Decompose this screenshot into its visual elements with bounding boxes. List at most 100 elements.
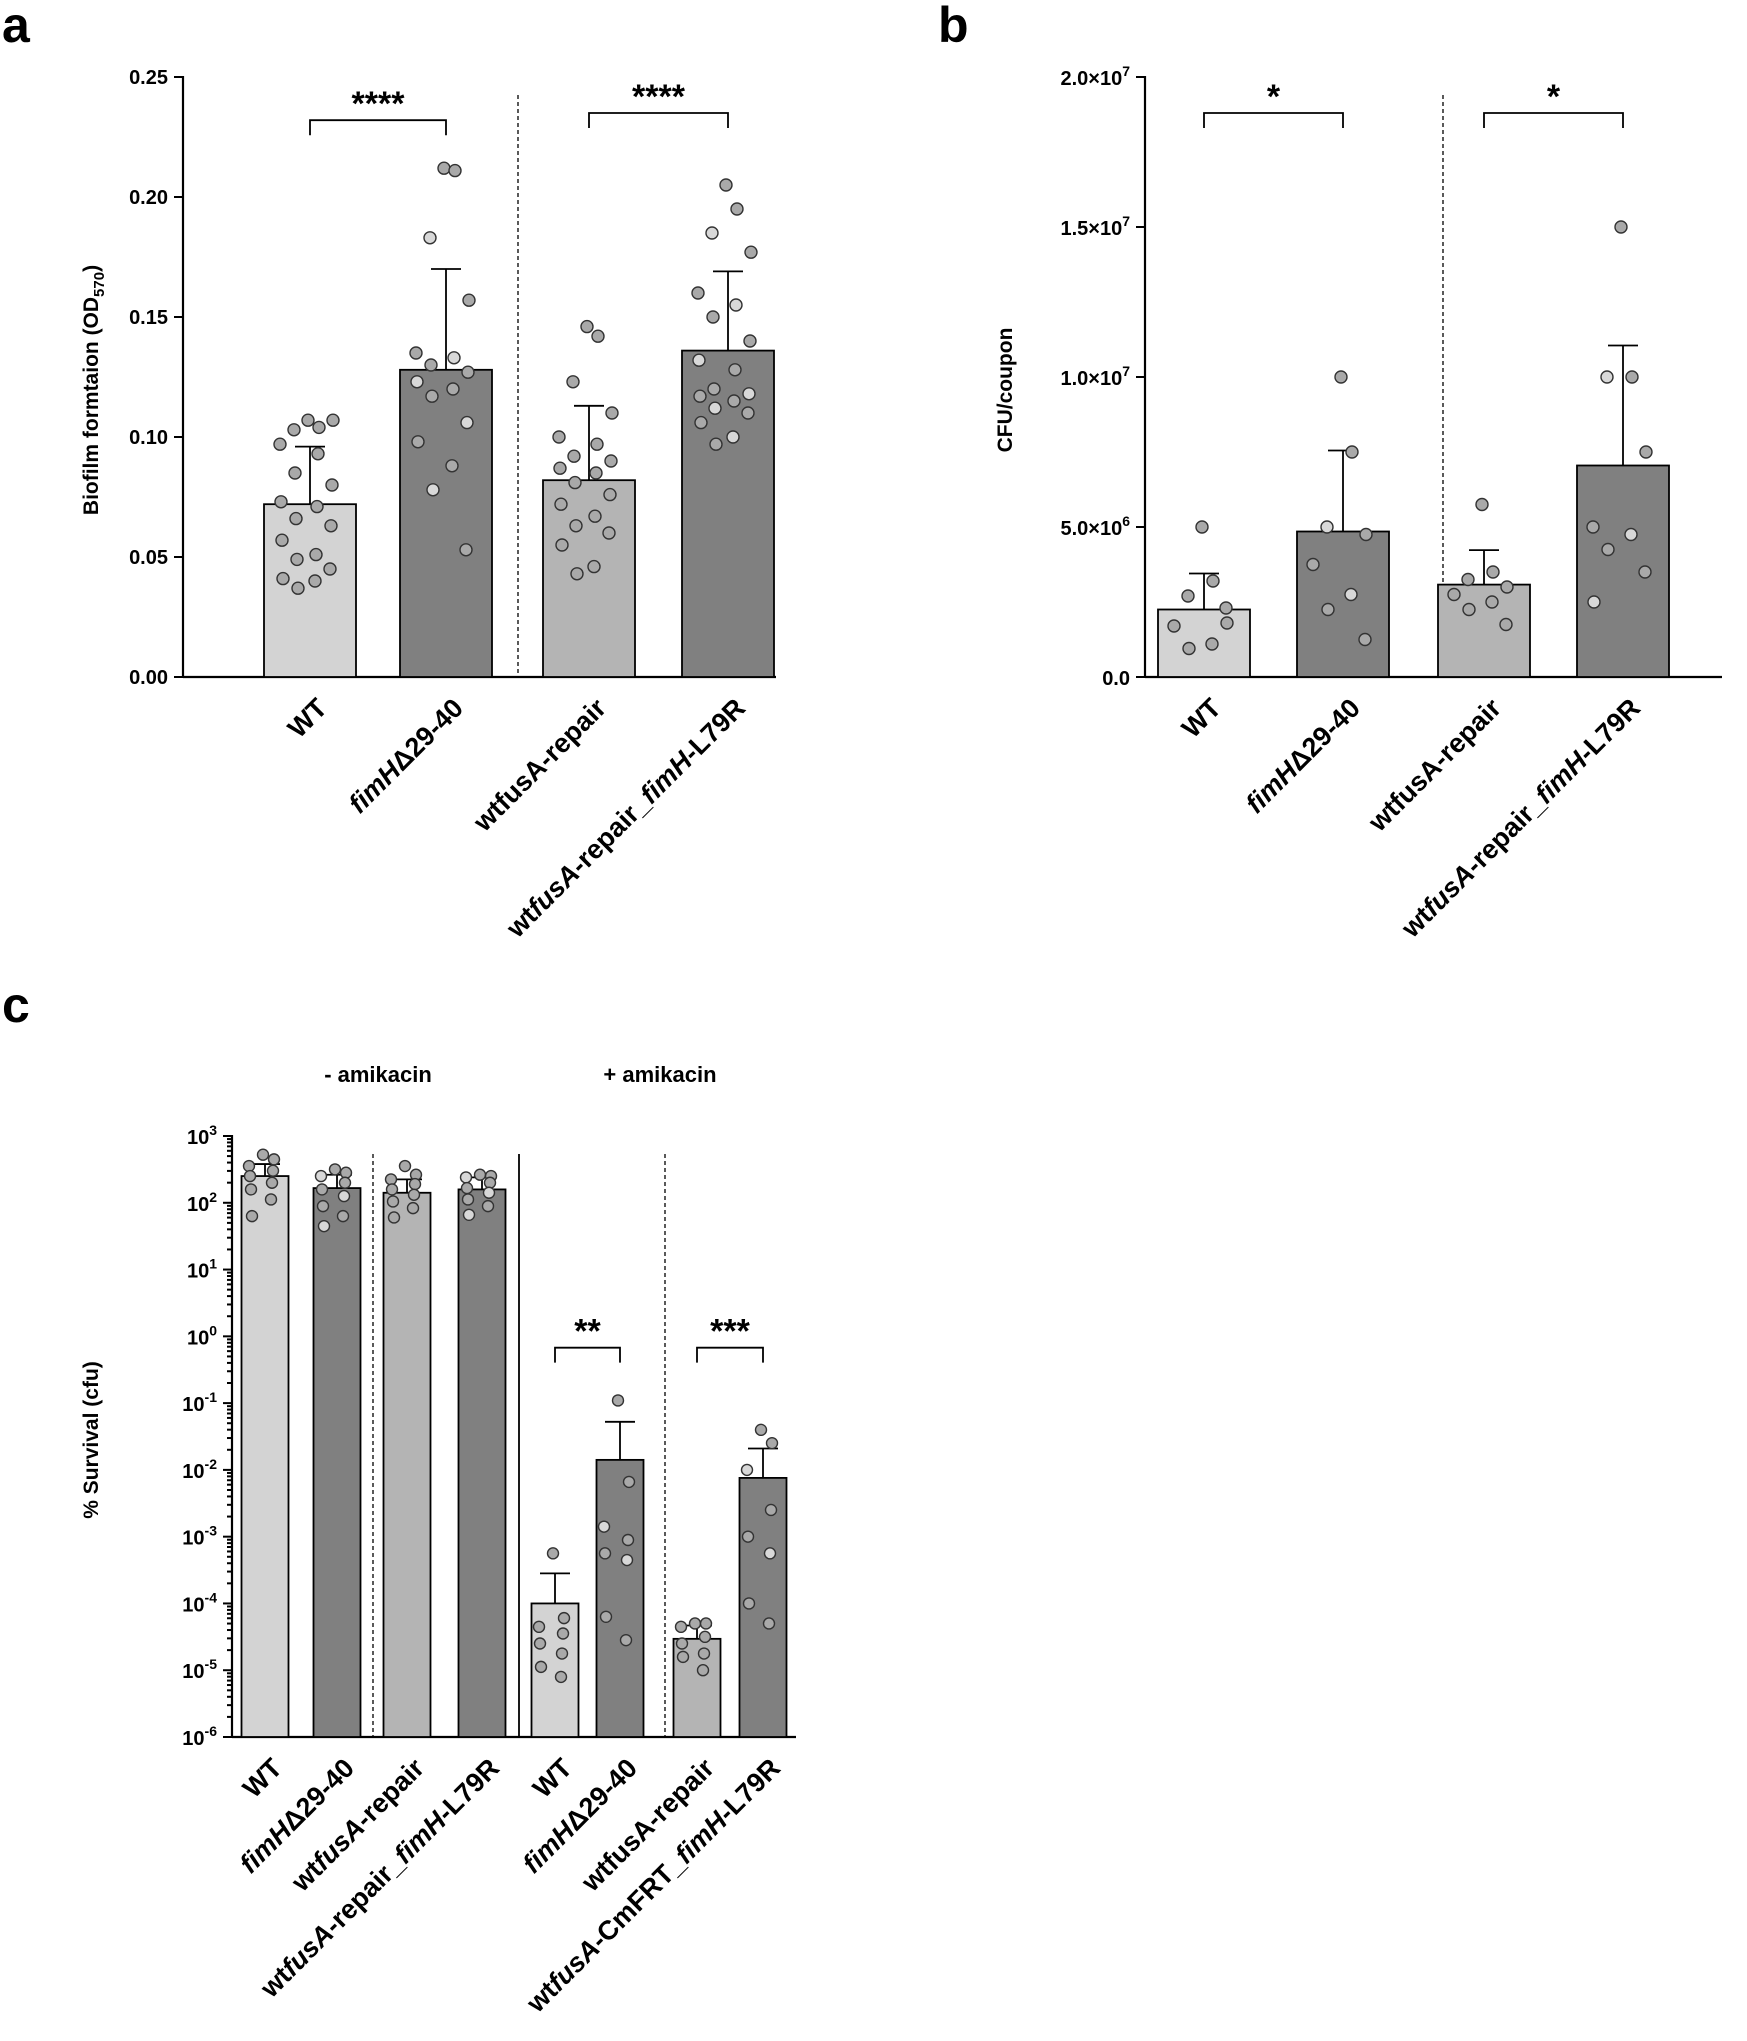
data-point — [762, 1617, 776, 1630]
data-point — [1461, 572, 1475, 587]
y-axis-label-subscript: 570 — [91, 272, 108, 297]
data-point — [325, 478, 339, 492]
y-tick-label-exponent: -6 — [205, 1723, 218, 1739]
data-point — [569, 519, 583, 533]
data-point — [604, 454, 618, 468]
bar — [312, 1187, 362, 1738]
data-point — [301, 413, 315, 427]
data-point — [726, 430, 740, 444]
data-point — [316, 1199, 330, 1213]
data-point — [740, 1463, 754, 1477]
data-point — [424, 358, 438, 372]
data-point — [552, 430, 566, 444]
data-point — [1320, 520, 1334, 534]
data-point — [697, 1647, 711, 1660]
data-point — [409, 346, 423, 360]
data-point — [1625, 370, 1639, 384]
category-label: WT — [1176, 692, 1227, 743]
data-point — [676, 1650, 690, 1664]
data-point — [554, 497, 568, 511]
data-point — [1219, 601, 1233, 615]
y-tick-label: 5.0×106 — [1060, 513, 1130, 540]
data-point — [398, 1159, 412, 1173]
data-point — [408, 1177, 422, 1191]
data-point — [707, 382, 721, 396]
data-point — [1638, 565, 1652, 579]
category-label-part-0: wtfusA-repair — [467, 692, 612, 837]
y-tick-label-mantissa: 10 — [182, 1728, 204, 1750]
data-point — [462, 293, 476, 307]
y-tick-label-exponent: 3 — [209, 1122, 217, 1138]
data-point — [459, 1171, 473, 1184]
data-point — [1462, 602, 1476, 617]
y-tick-label-exponent: -4 — [205, 1589, 218, 1605]
y-tick-label-exponent: 7 — [1122, 363, 1130, 379]
data-point — [534, 1660, 548, 1674]
data-point — [1167, 619, 1181, 633]
data-point — [288, 466, 302, 480]
bar — [240, 1175, 290, 1738]
data-point — [311, 447, 325, 461]
y-tick-label: 0.15 — [129, 307, 168, 329]
data-point — [386, 1195, 400, 1208]
significance-label: * — [1267, 78, 1281, 116]
data-point — [243, 1169, 257, 1183]
data-point — [570, 567, 584, 581]
data-point — [555, 1647, 569, 1660]
data-point — [309, 547, 323, 562]
chart-b: 0.05.0×1061.0×1071.5×1072.0×107CFU/coupo… — [994, 63, 1722, 944]
data-point — [741, 1530, 755, 1543]
data-point — [605, 406, 619, 420]
data-point — [1486, 565, 1500, 579]
bar — [542, 479, 636, 678]
significance-label: * — [1547, 78, 1561, 116]
data-point — [590, 437, 604, 451]
data-point — [599, 1610, 613, 1624]
data-point — [1624, 527, 1638, 542]
significance-label: **** — [352, 85, 406, 123]
data-point — [1614, 220, 1628, 234]
y-tick-label: 0.20 — [129, 187, 168, 209]
bar — [1576, 464, 1670, 678]
data-point — [588, 509, 602, 523]
data-point — [314, 1169, 328, 1183]
data-point — [533, 1637, 547, 1650]
data-point — [554, 1670, 568, 1684]
y-tick-label: 1.5×107 — [1060, 213, 1130, 240]
data-point — [557, 1611, 571, 1625]
data-point — [580, 319, 594, 334]
y-tick-label: 0.00 — [129, 667, 168, 689]
chart-a: 0.00 0.05 0.10 0.15 0.20 0.25 Biofilm formtaio… — [80, 67, 776, 944]
significance-bracket — [309, 119, 447, 136]
data-point — [324, 519, 338, 533]
data-point — [1345, 445, 1359, 459]
data-point — [1206, 574, 1220, 588]
bar — [595, 1458, 645, 1738]
data-point — [481, 1199, 495, 1213]
data-point — [1600, 370, 1614, 384]
category-label: wtfusA-repair_fimH-L79R — [500, 693, 751, 944]
data-point — [763, 1547, 777, 1560]
data-point — [1586, 520, 1600, 534]
data-point — [1587, 595, 1601, 609]
y-tick-label: 10-4 — [182, 1589, 217, 1616]
data-point — [1321, 602, 1335, 617]
data-point — [1344, 587, 1358, 602]
category-label: wtfusA-repair_fimH-L79R — [1395, 693, 1646, 944]
data-point — [328, 1163, 342, 1176]
data-point — [1485, 595, 1499, 609]
data-point — [425, 389, 439, 403]
y-tick-label-exponent: 6 — [1122, 513, 1130, 529]
data-point — [692, 353, 706, 367]
data-point — [437, 161, 451, 175]
y-tick-label: 0.05 — [129, 547, 168, 569]
data-point — [619, 1633, 633, 1647]
data-point — [1359, 527, 1373, 542]
data-point — [742, 1597, 756, 1610]
category-label-part-0: WT — [527, 1752, 578, 1803]
data-point — [719, 178, 733, 192]
data-point — [620, 1553, 634, 1567]
data-point — [568, 475, 582, 490]
data-point — [597, 1520, 611, 1533]
data-point — [556, 1627, 570, 1640]
